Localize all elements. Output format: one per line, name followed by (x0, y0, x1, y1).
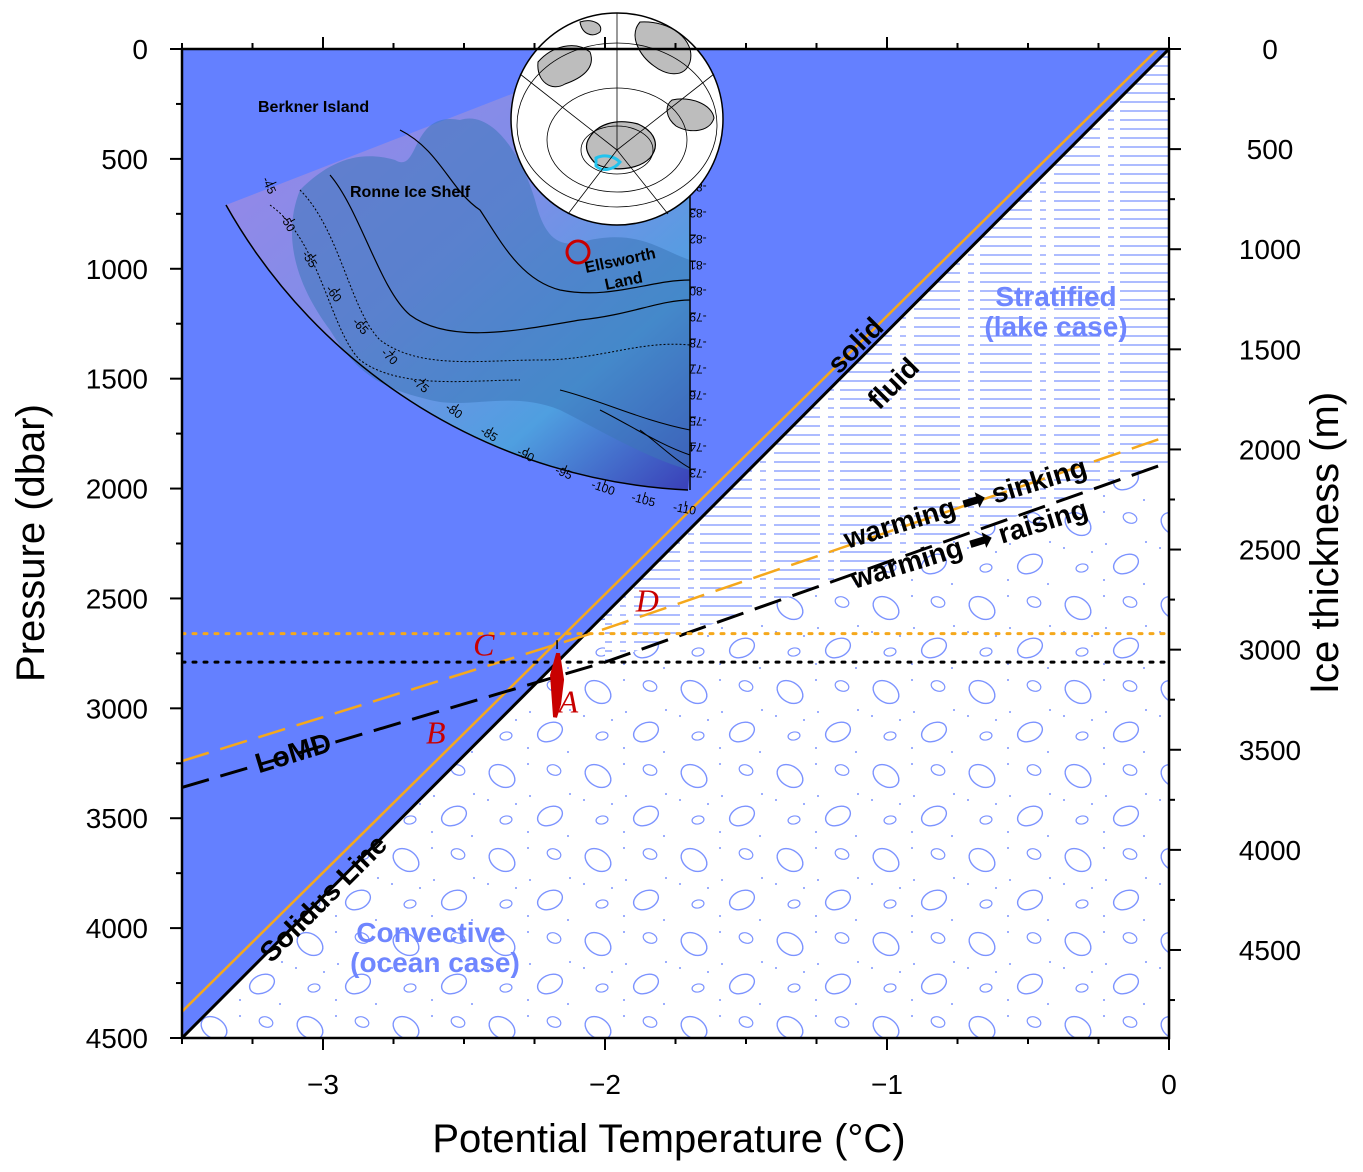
map-lon-tick (271, 181, 277, 185)
map-lat-tick-label: -74 (689, 440, 707, 454)
y2-tick-label: 2500 (1239, 535, 1301, 566)
y2-tick-label: 2000 (1239, 434, 1301, 465)
map-lon-tick (311, 254, 317, 258)
y-axis: 0 500 1000 1500 2000 2500 3000 3500 4000 4500 (86, 34, 182, 1054)
y-tick-label: 3500 (86, 803, 148, 834)
map-lat-tick-label: -79 (689, 310, 707, 324)
study-site-marker (565, 239, 591, 265)
map-lon-tick (603, 480, 607, 486)
y2-tick-label: 3000 (1239, 635, 1301, 666)
y2-tick-label: 0 (1262, 34, 1278, 65)
y-tick-label: 2000 (86, 474, 148, 505)
globe-land (579, 20, 602, 36)
measurement-profile (550, 652, 565, 718)
lake-case-label: (lake case) (984, 311, 1127, 342)
map-lon-tick (391, 350, 396, 355)
y2-axis: 0 500 1000 1500 2000 2500 3000 3500 4000 4500 (1169, 34, 1301, 1002)
y-tick-label: 1000 (86, 254, 148, 285)
map-lon-tick (564, 465, 568, 471)
map-lon-tick (290, 218, 296, 223)
y-tick-label: 0 (132, 34, 148, 65)
convective-label: Convective (356, 917, 505, 948)
map-lon-tick (684, 500, 687, 507)
map-lat-tick-label: -83 (689, 206, 707, 220)
y2-axis-title: Ice thickness (m) (1303, 392, 1347, 694)
map-lon-tick (526, 447, 530, 453)
lomd-black-line (182, 460, 1169, 789)
y-axis-title: Pressure (dbar) (9, 404, 53, 682)
y2-tick-label: 4500 (1239, 935, 1301, 966)
map-contour (329, 174, 691, 334)
solidus-orange-line (182, 49, 1159, 1013)
map-lat-tick-label: -76 (689, 388, 707, 402)
y-tick-label: 4000 (86, 913, 148, 944)
convective-region (182, 462, 1169, 1038)
measurement-profile-layer (550, 640, 565, 718)
map-label-berkner: Berkner Island (258, 99, 369, 116)
map-lon-tick-label: -95 (553, 463, 575, 483)
map-contour (639, 429, 691, 469)
map-lat-tick-label: -78 (689, 336, 707, 350)
point-labels: A B C D (426, 583, 659, 751)
x-axis-title: Potential Temperature (°C) (432, 1117, 905, 1161)
globe-land (666, 98, 715, 132)
map-lat-tick-label: -75 (689, 414, 707, 428)
map-lon-tick-label: -110 (672, 500, 698, 518)
map-lon-tick (490, 427, 494, 432)
y2-tick-label: 1000 (1239, 234, 1301, 265)
y-tick-label: 500 (101, 144, 148, 175)
map-contour (399, 129, 691, 294)
map-lon-tick (455, 404, 460, 409)
x-tick-label: −2 (589, 1069, 621, 1100)
map-lat-tick-label: -80 (689, 284, 707, 298)
map-contour (299, 189, 691, 363)
y-tick-label: 4500 (86, 1023, 148, 1054)
map-lon-tick (643, 491, 646, 498)
y-tick-label: 2500 (86, 583, 148, 614)
map-lat-tick-label: -82 (689, 232, 707, 246)
y-tick-label: 1500 (86, 364, 148, 395)
point-label-d: D (635, 583, 659, 619)
map-lon-tick-label: -45 (259, 175, 279, 197)
map-lon-tick (362, 320, 367, 325)
x-axis: −3 −2 −1 0 (181, 37, 1177, 1100)
map-lon-tick (422, 378, 427, 383)
x-tick-label: −3 (307, 1069, 339, 1100)
y2-tick-label: 1500 (1239, 334, 1301, 365)
y-tick-label: 3000 (86, 693, 148, 724)
solidus-line (182, 49, 1169, 1038)
reference-lines (182, 632, 1169, 664)
lomd-orange-line (182, 434, 1169, 763)
map-lat-tick-label: -73 (689, 466, 707, 480)
series-layer (182, 49, 1169, 1038)
y2-tick-label: 3500 (1239, 735, 1301, 766)
map-lat-tick-label: -81 (689, 258, 707, 272)
map-land (291, 118, 690, 470)
map-contour (269, 204, 521, 383)
globe-study-region (594, 154, 622, 171)
y2-tick-label: 500 (1247, 134, 1294, 165)
stratified-label: Stratified (995, 281, 1116, 312)
map-lon-tick (335, 288, 341, 293)
map-lat-tick-label: -77 (689, 362, 707, 376)
point-label-a: A (557, 684, 579, 720)
globe-land (537, 45, 592, 88)
point-label-c: C (473, 627, 495, 663)
point-label-b: B (426, 714, 446, 750)
globe-inset (510, 12, 724, 226)
stratified-region (605, 49, 1169, 663)
y2-tick-label: 4000 (1239, 835, 1301, 866)
map-contour (559, 389, 691, 431)
map-label-ronne: Ronne Ice Shelf (350, 184, 471, 201)
map-lon-tick-label: -105 (630, 490, 657, 510)
ocean-case-label: (ocean case) (350, 947, 520, 978)
x-tick-label: 0 (1161, 1069, 1177, 1100)
x-tick-label: −1 (871, 1069, 903, 1100)
map-frame-arc (225, 204, 689, 491)
